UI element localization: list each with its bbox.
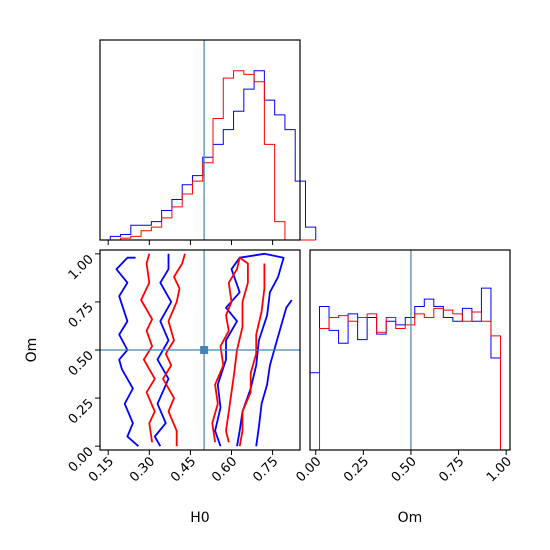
h0-marginal-frame [99,39,301,241]
x-axis-label-om: Om [398,510,423,526]
panel-joint: 0.15 0.30 0.45 0.60 0.750.000.250.500.751.00 [66,249,301,485]
y-axis-label-om: Om [24,338,40,363]
histogram-series-blue [100,70,317,241]
contour-blue-0 [115,256,139,447]
x-tick-label: 1.00 [484,454,515,485]
x-tick-label: 0.60 [209,454,240,485]
x-tick-label: 0.75 [250,454,281,485]
h0-histogram [100,70,317,241]
x-tick-label: 0.25 [341,454,372,485]
y-tick-label: 1.00 [66,252,97,283]
x-tick-label: 0.30 [127,454,158,485]
joint-truth-lines [100,250,300,450]
x-tick-label: 0.75 [436,454,467,485]
contour-blue-2 [214,252,285,447]
truth-marker [200,346,209,354]
panel-h0-marginal [99,39,317,245]
h0-marginal-ticks [107,240,274,245]
panel-om-marginal: 0.00 0.25 0.50 0.75 1.00 [293,249,515,485]
contour-red-2 [211,256,249,443]
histogram-series-red [310,307,501,451]
x-tick-label: 0.45 [168,454,199,485]
contour-blue-3 [255,299,293,447]
joint-contours [115,252,293,447]
x-tick-label: 0.50 [389,454,420,485]
contour-red-1 [162,253,186,447]
histogram-series-red [100,70,316,241]
contour-red-3 [238,263,266,447]
om-marginal-frame [309,249,511,451]
y-tick-label: 0.75 [66,300,97,331]
contour-red-0 [140,253,156,443]
histogram-series-blue [309,287,501,450]
x-tick-label: 0.00 [293,454,324,485]
y-tick-label: 0.25 [66,396,97,427]
x-axis-label-h0: H0 [190,510,209,526]
om-histogram [309,287,501,451]
om-marginal-ticks: 0.00 0.25 0.50 0.75 1.00 [293,450,515,485]
y-tick-label: 0.50 [66,348,97,379]
